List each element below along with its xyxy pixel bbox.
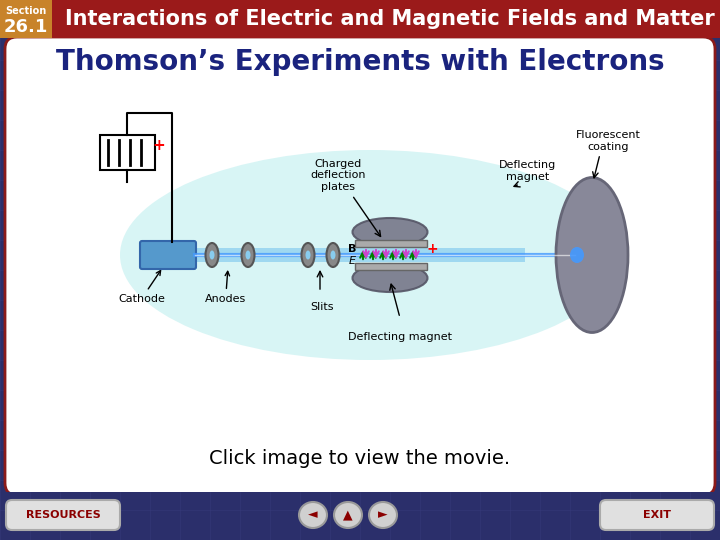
Text: Deflecting magnet: Deflecting magnet: [348, 332, 452, 342]
Ellipse shape: [353, 264, 428, 292]
Ellipse shape: [120, 150, 620, 360]
Text: RESOURCES: RESOURCES: [26, 510, 100, 520]
Text: Slits: Slits: [310, 302, 334, 312]
Bar: [0, 492, 720, 540]
Bar: [355, 263, 427, 270]
Text: Cathode: Cathode: [118, 271, 165, 304]
Bar: [0, 0, 720, 38]
Ellipse shape: [334, 502, 362, 528]
FancyBboxPatch shape: [140, 241, 196, 269]
FancyBboxPatch shape: [6, 500, 120, 530]
Text: B: B: [348, 244, 356, 254]
Text: E: E: [349, 256, 356, 266]
Ellipse shape: [556, 178, 628, 333]
Text: +: +: [153, 138, 166, 153]
Ellipse shape: [246, 251, 251, 260]
Bar: [355, 240, 427, 247]
Ellipse shape: [302, 243, 315, 267]
Text: ▲: ▲: [343, 509, 353, 522]
Text: Section: Section: [5, 6, 47, 16]
Bar: [0, 0, 52, 38]
Ellipse shape: [205, 243, 218, 267]
FancyBboxPatch shape: [600, 500, 714, 530]
Text: Anodes: Anodes: [205, 271, 246, 304]
Text: ►: ►: [378, 509, 388, 522]
Text: Charged
deflection
plates: Charged deflection plates: [310, 159, 366, 192]
Bar: [195, 248, 525, 262]
Text: Click image to view the movie.: Click image to view the movie.: [210, 449, 510, 468]
Text: Interactions of Electric and Magnetic Fields and Matter: Interactions of Electric and Magnetic Fi…: [65, 9, 715, 29]
Ellipse shape: [353, 218, 428, 246]
Text: +: +: [426, 242, 438, 256]
Ellipse shape: [305, 251, 310, 260]
Ellipse shape: [299, 502, 327, 528]
Text: EXIT: EXIT: [643, 510, 671, 520]
Ellipse shape: [210, 251, 215, 260]
Text: Thomson’s Experiments with Electrons: Thomson’s Experiments with Electrons: [55, 48, 665, 76]
Text: Deflecting
magnet: Deflecting magnet: [500, 160, 557, 182]
Ellipse shape: [570, 247, 584, 263]
FancyBboxPatch shape: [5, 37, 715, 495]
Ellipse shape: [330, 251, 336, 260]
Text: ◄: ◄: [308, 509, 318, 522]
Bar: [100, 135, 155, 170]
Ellipse shape: [241, 243, 254, 267]
Ellipse shape: [326, 243, 340, 267]
Text: 26.1: 26.1: [4, 18, 48, 36]
Ellipse shape: [369, 502, 397, 528]
Text: Fluorescent
coating: Fluorescent coating: [575, 130, 640, 152]
